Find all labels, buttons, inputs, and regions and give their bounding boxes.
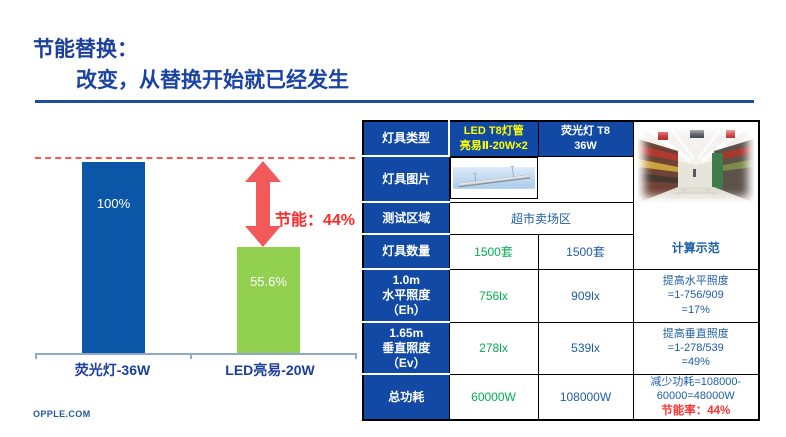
power-calc: 减少功耗=108000- 60000=48000W 节能率：44%: [632, 373, 760, 421]
power-led: 60000W: [448, 373, 539, 421]
savings-annotation: 节能：44%: [275, 212, 356, 229]
demo-label: 计算示范: [671, 241, 720, 255]
category-label-fluorescent: 荧光灯-36W: [74, 362, 151, 378]
table-row: 测试区域 超市卖场区: [362, 201, 759, 235]
ev-fluorescent: 539lx: [537, 321, 634, 375]
row-label-image: 灯具图片: [362, 155, 450, 203]
row-label-ev: 1.65m 垂直照度 （Ev）: [362, 321, 450, 375]
axis-tick: [355, 353, 357, 359]
bar-fluorescent: 100%: [82, 162, 145, 353]
table-row: 总功耗 60000W 108000W 减少功耗=108000- 60000=48…: [362, 372, 760, 421]
page-title: 节能替换：: [33, 38, 138, 61]
table-row: 灯具数量 1500套 1500套: [362, 233, 759, 270]
led-fixture-image: [449, 156, 538, 199]
double-arrow-icon: [245, 161, 281, 247]
axis-tick: [35, 353, 37, 359]
category-label-led: LED亮易-20W: [225, 362, 315, 378]
qty-led: 1500套: [448, 233, 539, 270]
row-label-eh: 1.0m 水平照度 （Eh）: [362, 268, 450, 323]
header-fluorescent: 荧光灯 T8 36W: [537, 120, 634, 157]
table-row: 灯具图片: [362, 155, 759, 203]
header-led: LED T8灯管 亮易Ⅱ-20W×2: [448, 120, 539, 157]
qty-fluorescent: 1500套: [537, 233, 634, 270]
title-divider: [35, 100, 754, 103]
savings-rate: 节能率：44%: [661, 405, 731, 418]
x-axis: [35, 353, 357, 355]
eh-led: 756lx: [448, 268, 539, 323]
power-fluorescent: 108000W: [537, 373, 634, 421]
energy-bar-chart: 100% 55.6% 节能：44% 荧光灯-36W LED亮易-20W: [35, 150, 357, 390]
eh-fluorescent: 909lx: [537, 268, 634, 323]
opple-logo: OPPLE.COM: [33, 409, 91, 419]
reference-dashed-line: [35, 157, 355, 159]
axis-tick: [190, 353, 192, 359]
ev-led: 278lx: [448, 321, 539, 375]
comparison-table: 灯具类型 LED T8灯管 亮易Ⅱ-20W×2 荧光灯 T8 36W: [362, 120, 760, 422]
supermarket-photo: [637, 124, 754, 204]
eh-calc: 提高水平照度 =1-756/909 =17%: [632, 268, 760, 323]
bar-value-label: 55.6%: [250, 274, 287, 289]
row-label-qty: 灯具数量: [362, 233, 450, 270]
ev-calc: 提高垂直照度 =1-278/539 =49%: [632, 321, 760, 375]
table-row: 1.65m 垂直照度 （Ev） 278lx 539lx 提高垂直照度 =1-27…: [362, 321, 760, 375]
table-row: 1.0m 水平照度 （Eh） 756lx 909lx 提高水平照度 =1-756…: [362, 268, 760, 323]
row-label-type: 灯具类型: [362, 120, 450, 157]
demo-cell: 计算示范: [632, 120, 760, 270]
page-subtitle: 改变，从替换开始就已经发生: [76, 69, 349, 92]
bar-led: 55.6%: [237, 247, 300, 353]
row-label-area: 测试区域: [362, 201, 450, 235]
row-label-power: 总功耗: [362, 372, 450, 421]
table-row: 灯具类型 LED T8灯管 亮易Ⅱ-20W×2 荧光灯 T8 36W: [362, 120, 760, 270]
bar-value-label: 100%: [96, 196, 131, 211]
test-area-value: 超市卖场区: [448, 201, 634, 235]
